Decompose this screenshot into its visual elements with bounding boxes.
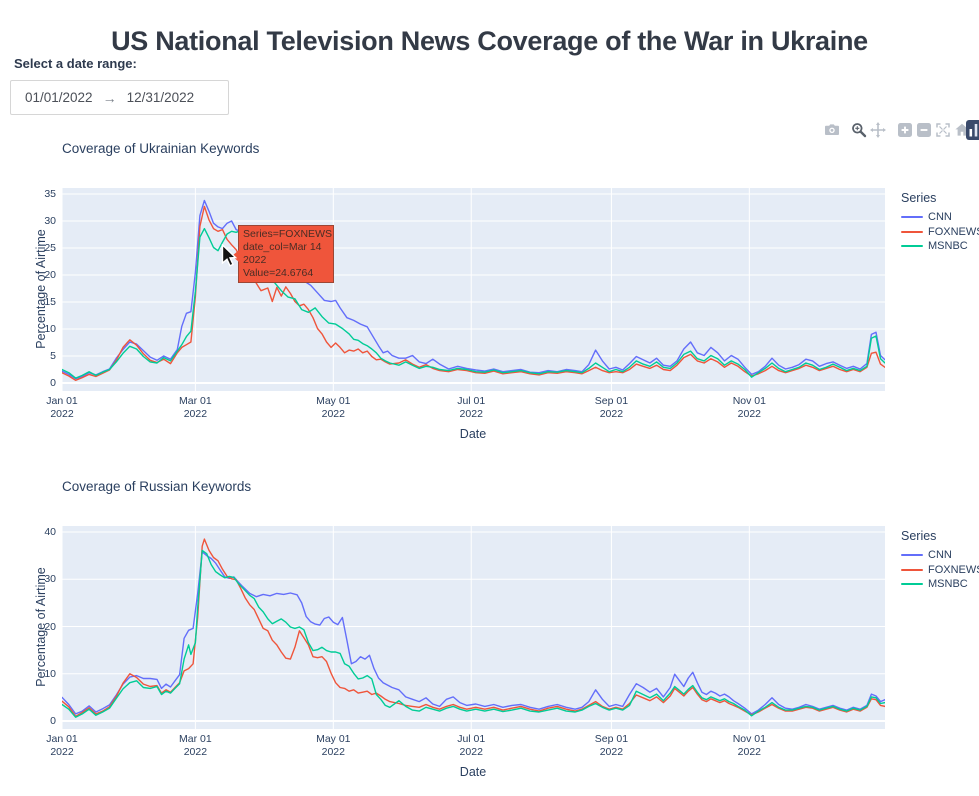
x-tick-label: Jan 01 2022 bbox=[46, 733, 78, 758]
ukrainian-keywords-chart: Coverage of Ukrainian Keywords Percentag… bbox=[0, 128, 979, 458]
zoom-icon[interactable] bbox=[851, 122, 867, 138]
tooltip-series-line: Series=FOXNEWS bbox=[243, 228, 332, 240]
plotly-logo-icon[interactable] bbox=[966, 120, 979, 140]
x-tick-label: Sep 01 2022 bbox=[594, 733, 629, 758]
legend-line-swatch bbox=[901, 245, 923, 248]
zoom-out-icon[interactable] bbox=[916, 122, 932, 138]
x-tick-label: Sep 01 2022 bbox=[594, 395, 629, 420]
tooltip-date-line-2: 2022 bbox=[243, 254, 267, 266]
date-range-picker[interactable]: 01/01/2022 → 12/31/2022 bbox=[10, 80, 229, 115]
legend-item-foxnews[interactable]: FOXNEWS bbox=[901, 563, 979, 578]
chart-title: Coverage of Ukrainian Keywords bbox=[62, 141, 260, 156]
plotly-modebar bbox=[824, 121, 979, 139]
mouse-cursor bbox=[221, 243, 239, 275]
start-date-input[interactable]: 01/01/2022 bbox=[25, 90, 93, 105]
legend-label: CNN bbox=[928, 211, 952, 224]
reset-axes-icon[interactable] bbox=[954, 122, 970, 138]
autoscale-icon[interactable] bbox=[935, 122, 951, 138]
legend-label: MSNBC bbox=[928, 240, 968, 253]
tooltip-value-line: Value=24.6764 bbox=[243, 267, 314, 279]
x-tick-label: Mar 01 2022 bbox=[179, 395, 212, 420]
legend: Series CNN FOXNEWS MSNBC bbox=[901, 529, 979, 592]
chart-title: Coverage of Russian Keywords bbox=[62, 479, 252, 494]
y-tick-label: 10 bbox=[44, 323, 56, 335]
date-range-label: Select a date range: bbox=[14, 56, 137, 71]
y-tick-label: 40 bbox=[44, 526, 56, 538]
tooltip-date-line: date_col=Mar 14 bbox=[243, 241, 322, 253]
y-tick-label: 35 bbox=[44, 188, 56, 200]
y-tick-label: 10 bbox=[44, 667, 56, 680]
y-tick-label: 5 bbox=[50, 350, 56, 362]
y-tick-label: 15 bbox=[44, 296, 56, 308]
legend-line-swatch bbox=[901, 583, 923, 586]
y-tick-label: 0 bbox=[50, 715, 56, 727]
x-tick-label: Mar 01 2022 bbox=[179, 733, 212, 758]
legend-item-cnn[interactable]: CNN bbox=[901, 210, 979, 225]
y-tick-label: 0 bbox=[50, 377, 56, 389]
x-tick-label: Nov 01 2022 bbox=[732, 395, 766, 420]
legend-item-cnn[interactable]: CNN bbox=[901, 548, 979, 563]
legend-title: Series bbox=[901, 529, 937, 543]
legend-line-swatch bbox=[901, 216, 923, 219]
plot-area[interactable] bbox=[62, 188, 885, 391]
legend-item-foxnews[interactable]: FOXNEWS bbox=[901, 225, 979, 240]
plot-area[interactable] bbox=[62, 526, 885, 729]
y-tick-label: 20 bbox=[44, 620, 56, 633]
legend-title: Series bbox=[901, 191, 937, 205]
legend-item-msnbc[interactable]: MSNBC bbox=[901, 239, 979, 254]
legend-label: FOXNEWS bbox=[928, 225, 979, 238]
legend-line-swatch bbox=[901, 230, 923, 233]
x-axis-title: Date bbox=[459, 427, 487, 441]
legend-label: FOXNEWS bbox=[928, 563, 979, 576]
legend: Series CNN FOXNEWS MSNBC bbox=[901, 191, 979, 254]
legend-line-swatch bbox=[901, 554, 923, 557]
y-tick-label: 30 bbox=[44, 573, 56, 586]
x-tick-label: Jul 01 2022 bbox=[457, 733, 486, 758]
legend-line-swatch bbox=[901, 568, 923, 571]
camera-icon[interactable] bbox=[824, 122, 840, 138]
tooltip-caret bbox=[232, 250, 239, 262]
x-axis-title: Date bbox=[459, 765, 487, 779]
y-tick-label: 20 bbox=[44, 269, 56, 281]
legend-label: MSNBC bbox=[928, 578, 968, 591]
date-range-arrow-icon: → bbox=[102, 89, 117, 106]
x-tick-label: Jul 01 2022 bbox=[457, 395, 486, 420]
x-tick-label: May 01 2022 bbox=[316, 395, 351, 420]
russian-keywords-chart: Coverage of Russian Keywords Percentage … bbox=[0, 466, 979, 796]
x-tick-label: Nov 01 2022 bbox=[732, 733, 766, 758]
zoom-in-icon[interactable] bbox=[897, 122, 913, 138]
legend-item-msnbc[interactable]: MSNBC bbox=[901, 577, 979, 592]
x-tick-label: Jan 01 2022 bbox=[46, 395, 78, 420]
x-tick-label: May 01 2022 bbox=[316, 733, 351, 758]
hover-tooltip: Series=FOXNEWS date_col=Mar 14 2022 Valu… bbox=[232, 225, 334, 283]
end-date-input[interactable]: 12/31/2022 bbox=[126, 90, 195, 105]
y-tick-label: 30 bbox=[44, 215, 56, 227]
legend-label: CNN bbox=[928, 549, 952, 562]
pan-icon[interactable] bbox=[870, 122, 886, 138]
page-title: US National Television News Coverage of … bbox=[111, 26, 868, 57]
y-tick-label: 25 bbox=[44, 242, 56, 254]
